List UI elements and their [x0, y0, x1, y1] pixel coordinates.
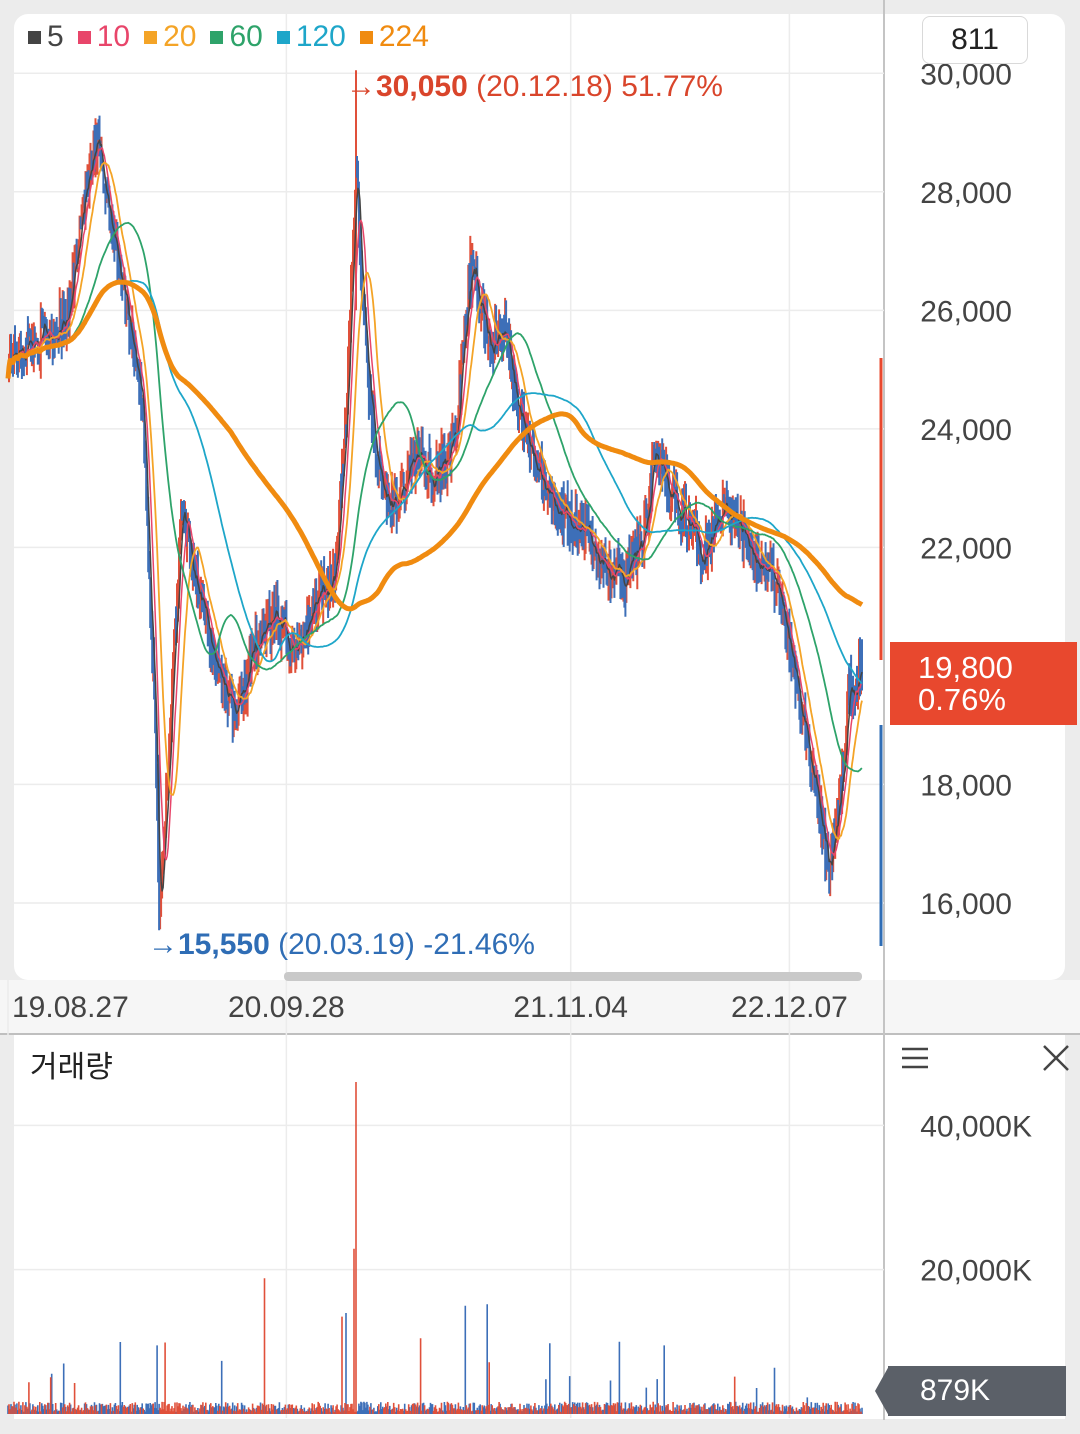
min-price-annotation: →15,550 (20.03.19) -21.46%: [148, 928, 535, 962]
price-tag-notch: [890, 642, 904, 725]
legend-swatch: [28, 30, 41, 44]
legend-swatch: [210, 30, 224, 44]
current-price-tag: 19,800 0.76%: [890, 642, 1077, 725]
ma-line-10: [7, 147, 863, 861]
current-volume-tag: 879K: [875, 1366, 1066, 1416]
legend-item-ma60[interactable]: 60: [210, 20, 263, 54]
menu-icon-glyph: [902, 1047, 928, 1069]
max-price-annotation: →30,050 (20.12.18) 51.77%: [346, 70, 723, 104]
x-axis-strip: [0, 980, 1080, 1034]
volume-down-bars: [7, 1304, 863, 1414]
moving-average-lines: [5, 139, 864, 892]
current-change: 0.76%: [918, 682, 1006, 717]
ma-line-120: [7, 279, 863, 685]
volume-up-bars: [8, 1082, 862, 1414]
volume-panel-title: 거래량: [30, 1051, 113, 1084]
current-volume: 879K: [920, 1374, 991, 1407]
legend-label: 20: [163, 20, 197, 53]
menu-icon[interactable]: [898, 1044, 932, 1072]
legend-swatch: [144, 30, 158, 44]
legend-item-ma20[interactable]: 20: [144, 20, 196, 54]
ma-line-20: [7, 161, 863, 841]
max-value: 30,050: [376, 70, 468, 103]
y-tick-label: 24,000: [920, 414, 1012, 447]
legend-label: 224: [378, 20, 429, 53]
count-badge[interactable]: 811: [922, 16, 1028, 64]
x-tick-label: 22.12.07: [731, 991, 848, 1024]
legend-item-ma10[interactable]: 10: [77, 20, 131, 54]
x-tick-label: 19.08.27: [12, 991, 129, 1024]
legend-swatch: [77, 30, 91, 44]
y-tick-label: 16,000: [920, 888, 1012, 921]
y-tick-label: 18,000: [920, 769, 1012, 802]
legend-label: 60: [229, 20, 263, 53]
min-arrow: →: [148, 928, 178, 961]
legend-swatch: [276, 30, 290, 44]
current-price: 19,800: [918, 650, 1013, 685]
volume-y-tick-label: 20,000K: [920, 1255, 1032, 1288]
price-panel-bg: [14, 14, 1065, 980]
volume-y-tick-label: 40,000K: [920, 1110, 1032, 1143]
legend-item-ma224[interactable]: 224: [359, 20, 429, 54]
max-arrow: →: [346, 70, 376, 103]
legend-item-ma120[interactable]: 120: [276, 20, 346, 54]
min-detail: (20.03.19) -21.46%: [278, 928, 535, 961]
volume-tag-notch: [875, 1366, 889, 1416]
legend-label: 10: [96, 20, 131, 53]
legend-swatch: [359, 30, 373, 44]
legend-item-ma5[interactable]: 5: [28, 20, 64, 54]
legend-label: 5: [47, 20, 64, 53]
y-tick-label: 26,000: [920, 295, 1012, 328]
y-tick-label: 28,000: [920, 177, 1012, 210]
volume-bars: [7, 1082, 863, 1414]
price-grid: [7, 14, 884, 1418]
volume-panel-bg: [14, 1034, 1065, 1419]
ma-line-5: [7, 139, 863, 892]
ma-legend: 5 10 20 60 120 224: [28, 18, 429, 56]
legend-label: 120: [295, 20, 346, 53]
max-detail: (20.12.18) 51.77%: [476, 70, 723, 103]
ma-line-224: [5, 279, 864, 612]
x-tick-label: 21.11.04: [513, 991, 628, 1024]
volume-grid: [14, 1124, 884, 1271]
date-x-axis: 19.08.27 20.09.28 21.11.04 22.12.07: [12, 991, 848, 1024]
scroll-range-bar[interactable]: [284, 972, 862, 981]
min-value: 15,550: [178, 928, 270, 961]
volume-y-axis: 40,000K 20,000K: [920, 1110, 1032, 1287]
x-tick-label: 20.09.28: [228, 991, 345, 1024]
y-tick-label: 22,000: [920, 532, 1012, 565]
close-icon[interactable]: [1040, 1042, 1072, 1074]
close-icon-glyph: [1043, 1045, 1069, 1071]
